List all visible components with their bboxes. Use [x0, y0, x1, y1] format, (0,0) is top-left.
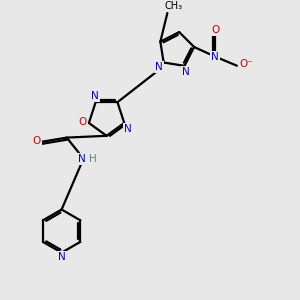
Text: O⁻: O⁻	[239, 59, 253, 69]
Text: N: N	[124, 124, 132, 134]
Text: N: N	[78, 154, 86, 164]
Text: H: H	[89, 154, 97, 164]
Text: N: N	[182, 67, 189, 77]
Text: O: O	[32, 136, 40, 146]
Text: N: N	[212, 52, 219, 62]
Text: N: N	[91, 91, 99, 101]
Text: N: N	[58, 252, 65, 262]
Text: O: O	[212, 25, 220, 35]
Text: O: O	[79, 117, 87, 128]
Text: CH₃: CH₃	[164, 2, 182, 11]
Text: N: N	[155, 62, 163, 72]
